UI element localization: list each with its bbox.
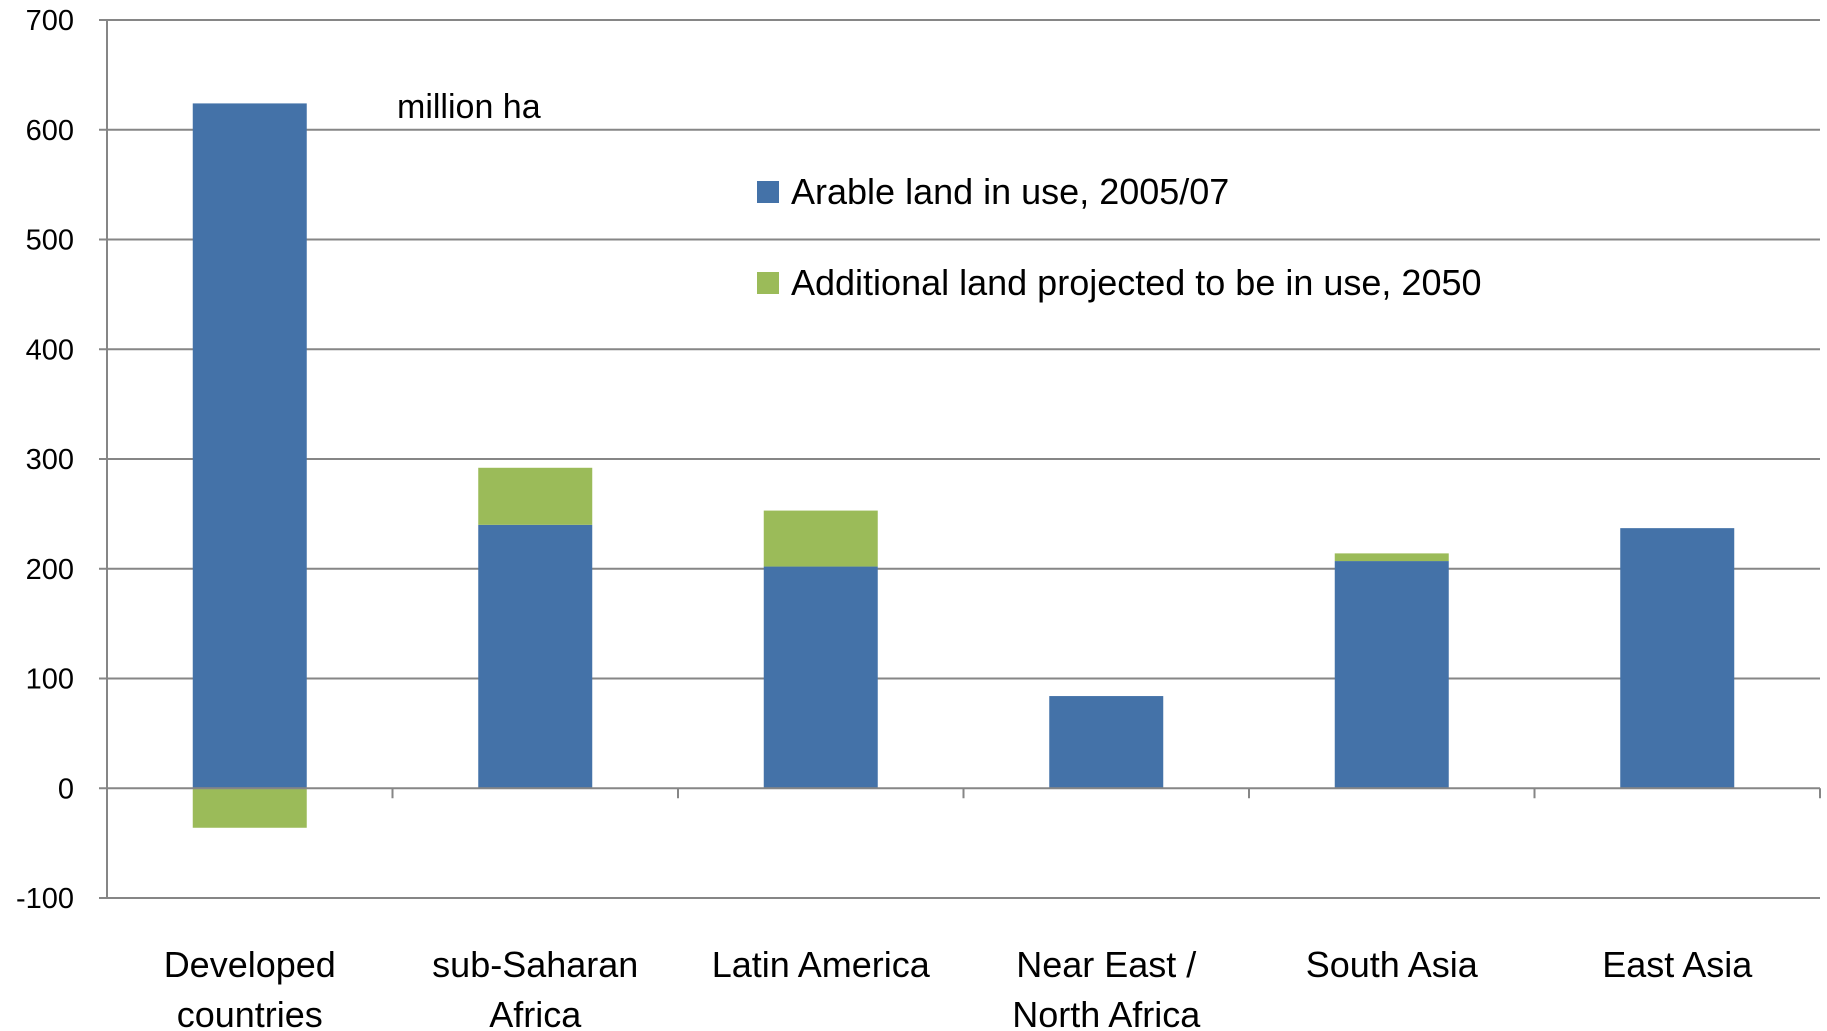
gridlines	[107, 19, 1820, 899]
bar-segment-series-0	[478, 524, 593, 789]
y-tick-label: 100	[26, 664, 74, 696]
bar-segment-series-0	[192, 103, 307, 789]
axes	[99, 19, 1821, 899]
y-tick-label: 500	[26, 225, 74, 257]
legend: Arable land in use, 2005/07 Additional la…	[757, 171, 1482, 303]
y-tick-label: 700	[26, 5, 74, 37]
y-tick-label: -100	[16, 883, 74, 915]
bar-segment-series-0	[1334, 561, 1449, 789]
bar-segment-series-1	[478, 467, 593, 525]
x-category-label: sub-Saharan Africa	[432, 944, 638, 1031]
x-category-label: Latin America	[712, 944, 931, 985]
x-category-label: South Asia	[1306, 944, 1479, 985]
legend-label: Additional land projected to be in use, …	[791, 262, 1482, 303]
bars	[192, 103, 1735, 828]
bar-segment-series-0	[763, 566, 878, 789]
x-category-label: Developed countries	[164, 944, 336, 1031]
bar-segment-series-1	[192, 788, 307, 828]
legend-swatch	[757, 272, 779, 294]
legend-label: Arable land in use, 2005/07	[791, 171, 1229, 212]
y-tick-label: 300	[26, 444, 74, 476]
legend-swatch	[757, 181, 779, 203]
x-axis-category-labels: Developed countries sub-Saharan Africa Latin…	[164, 944, 1754, 1031]
bar-segment-series-1	[763, 510, 878, 567]
unit-label: million ha	[397, 88, 541, 126]
y-axis-tick-labels: -100 0 100 200 300 400 500 600 700	[16, 5, 74, 915]
y-tick-label: 600	[26, 115, 74, 147]
y-tick-label: 400	[26, 334, 74, 366]
y-tick-label: 200	[26, 554, 74, 586]
y-tick-label: 0	[58, 773, 74, 805]
bar-segment-series-0	[1620, 528, 1735, 789]
x-category-label: East Asia	[1602, 944, 1753, 985]
bar-segment-series-1	[1334, 553, 1449, 562]
bar-segment-series-0	[1049, 696, 1164, 789]
x-category-label: Near East / North Africa	[1012, 944, 1201, 1031]
